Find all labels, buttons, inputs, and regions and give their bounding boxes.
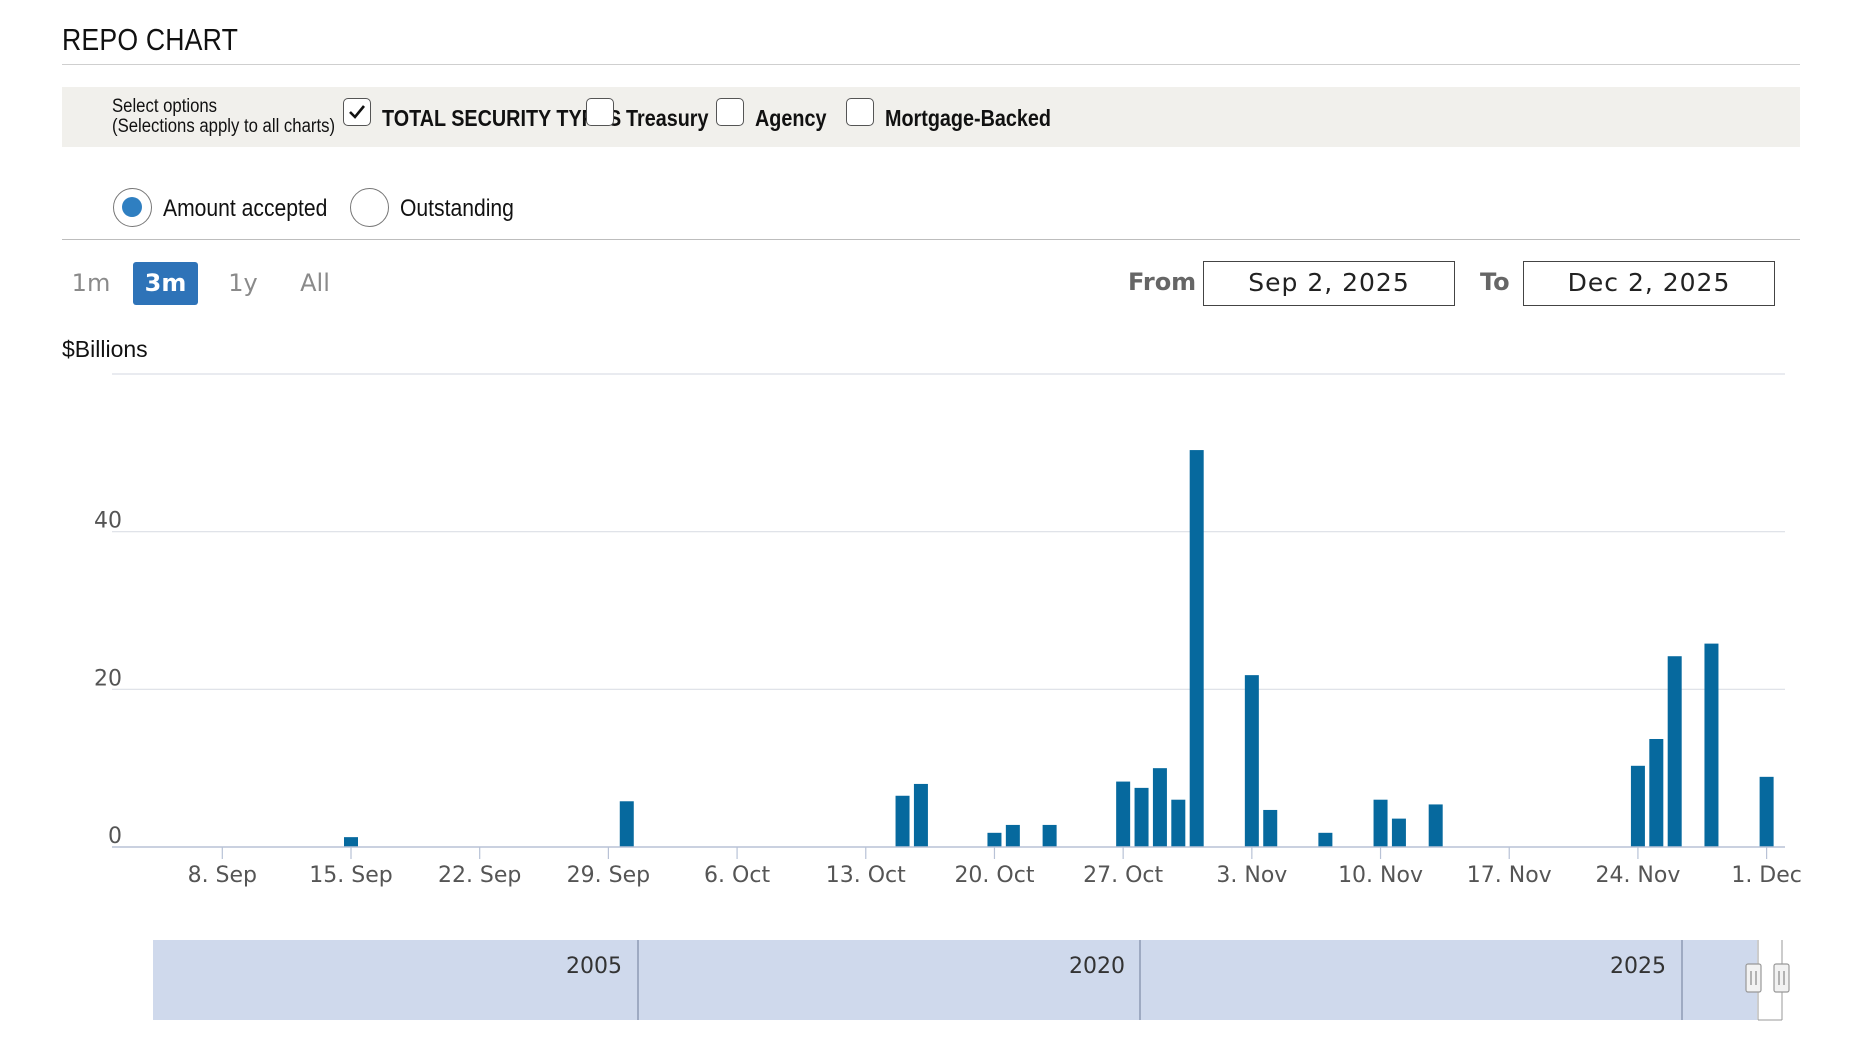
bar [1005, 824, 1020, 847]
bar [619, 801, 634, 847]
to-date-input[interactable]: Dec 2, 2025 [1523, 261, 1775, 306]
range-button-all[interactable]: All [300, 269, 330, 297]
bar [1704, 643, 1719, 847]
bar [1152, 768, 1167, 847]
x-tick-label: 3. Nov [1216, 863, 1287, 888]
bar [1134, 787, 1149, 847]
from-date-input[interactable]: Sep 2, 2025 [1203, 261, 1455, 306]
bar [1373, 799, 1388, 847]
bar [1649, 738, 1664, 847]
checkbox-label-agency[interactable]: Agency [755, 105, 827, 131]
page-title: REPO CHART [62, 22, 239, 57]
x-tick-label: 17. Nov [1467, 863, 1552, 888]
navigator-year-label: 2025 [1610, 954, 1666, 979]
navigator[interactable]: 2005 2020 2025 [0, 930, 1866, 1030]
y-tick-label: 40 [94, 509, 122, 534]
x-tick-label: 13. Oct [826, 863, 906, 888]
x-tick-label: 8. Sep [188, 863, 257, 888]
options-bar: Select options (Selections apply to all … [62, 87, 1800, 147]
bar [1667, 656, 1682, 847]
bar [1318, 832, 1333, 847]
bar [1116, 781, 1131, 847]
checkbox-label-mortgage-backed[interactable]: Mortgage-Backed [885, 105, 1051, 131]
bar [1244, 675, 1259, 847]
bar [913, 783, 928, 847]
radio-outstanding[interactable] [350, 188, 389, 227]
navigator-left-handle[interactable] [1745, 963, 1762, 993]
options-divider [62, 239, 1800, 240]
bar [1630, 765, 1645, 847]
bar [1428, 804, 1443, 847]
radio-label-outstanding[interactable]: Outstanding [400, 195, 514, 222]
select-options-label: Select options (Selections apply to all … [112, 97, 335, 137]
from-label: From [1128, 268, 1197, 296]
bar [1263, 809, 1278, 847]
checkmark-icon [349, 105, 366, 119]
navigator-right-handle[interactable] [1773, 963, 1790, 993]
x-tick-label: 29. Sep [567, 863, 650, 888]
x-tick-label: 22. Sep [438, 863, 521, 888]
radio-label-amount-accepted[interactable]: Amount accepted [163, 195, 328, 222]
bar [1171, 799, 1186, 847]
range-button-1m[interactable]: 1m [71, 269, 111, 297]
range-button-3m[interactable]: 3m [133, 262, 198, 305]
x-tick-label: 10. Nov [1338, 863, 1423, 888]
bar [1759, 776, 1774, 847]
bar [987, 832, 1002, 847]
y-tick-label: 20 [94, 666, 122, 691]
x-tick-label: 15. Sep [309, 863, 392, 888]
checkbox-mortgage-backed[interactable] [846, 98, 874, 126]
x-tick-label: 27. Oct [1083, 863, 1163, 888]
bar [1042, 824, 1057, 847]
navigator-range [153, 940, 1757, 1020]
range-button-1y[interactable]: 1y [228, 269, 258, 297]
bar [1189, 450, 1204, 847]
navigator-year-label: 2020 [1069, 954, 1125, 979]
title-divider [62, 64, 1800, 65]
checkbox-label-total-security-types[interactable]: TOTAL SECURITY TYPES [382, 105, 622, 131]
checkbox-treasury[interactable] [586, 98, 614, 126]
x-tick-label: 24. Nov [1595, 863, 1680, 888]
y-axis-unit-label: $Billions [62, 336, 148, 362]
bar [1391, 818, 1406, 847]
navigator-year-label: 2005 [566, 954, 622, 979]
bar [895, 795, 910, 847]
to-label: To [1480, 268, 1510, 296]
radio-selected-dot [122, 197, 142, 217]
bar [344, 837, 358, 847]
select-options-note: (Selections apply to all charts) [112, 116, 336, 137]
x-tick-label: 6. Oct [704, 863, 770, 888]
radio-amount-accepted[interactable] [113, 188, 152, 227]
checkbox-total-security-types[interactable] [343, 98, 371, 126]
select-options-title: Select options [112, 96, 218, 117]
x-tick-label: 1. Dec [1731, 863, 1802, 888]
checkbox-label-treasury[interactable]: Treasury [626, 105, 709, 131]
x-tick-label: 20. Oct [954, 863, 1034, 888]
y-tick-label: 0 [108, 824, 122, 849]
bar-chart: 0 20 40 8. Sep 15. Sep 22. Sep 29. Sep 6. Oct 13… [94, 373, 1802, 888]
checkbox-agency[interactable] [716, 98, 744, 126]
